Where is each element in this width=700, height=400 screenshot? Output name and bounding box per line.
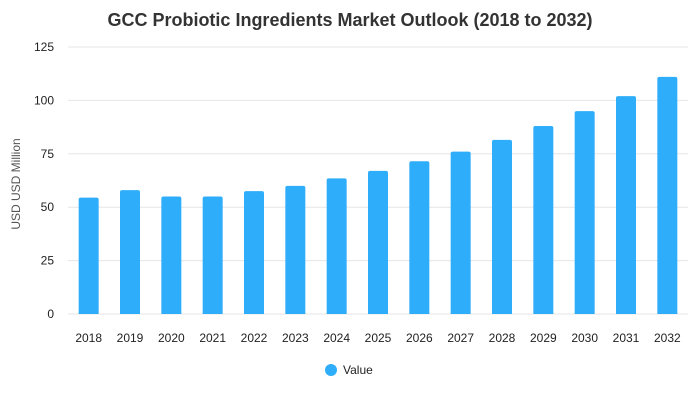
x-tick-label: 2018 (75, 331, 102, 345)
x-tick-label: 2022 (241, 331, 268, 345)
bars (78, 76, 678, 315)
bar-2031[interactable] (616, 96, 636, 315)
bar-2019[interactable] (120, 190, 140, 314)
y-tick-label: 0 (47, 307, 54, 321)
y-axis-ticks: 0 25 50 75 100 125 (34, 40, 54, 321)
bar-2018[interactable] (78, 197, 99, 314)
y-tick-label: 125 (34, 40, 54, 54)
x-tick-label: 2030 (571, 331, 598, 345)
legend[interactable]: Value (325, 363, 373, 377)
x-tick-label: 2024 (323, 331, 350, 345)
bar-2029[interactable] (533, 126, 554, 314)
bar-2028[interactable] (492, 139, 512, 314)
bar-2023[interactable] (285, 185, 306, 314)
x-tick-label: 2029 (530, 331, 557, 345)
x-tick-label: 2020 (158, 331, 185, 345)
bar-2032[interactable] (657, 76, 678, 315)
legend-label-value: Value (343, 363, 373, 377)
x-tick-label: 2025 (365, 331, 392, 345)
bar-2022[interactable] (244, 191, 264, 314)
x-tick-label: 2031 (613, 331, 640, 345)
x-tick-label: 2027 (447, 331, 474, 345)
x-tick-label: 2019 (117, 331, 144, 345)
bar-2026[interactable] (409, 161, 430, 314)
x-tick-label: 2021 (199, 331, 226, 345)
y-tick-label: 100 (34, 93, 54, 107)
x-axis-ticks: 2018 2019 2020 2021 2022 2023 2024 2025 2026 2027… (75, 331, 681, 345)
chart-title: GCC Probiotic Ingredients Market Outlook… (107, 10, 592, 30)
y-axis-label: USD USD Million (9, 138, 23, 229)
bar-2024[interactable] (326, 178, 347, 314)
bar-2025[interactable] (368, 170, 388, 314)
y-tick-label: 50 (41, 200, 55, 214)
x-tick-label: 2023 (282, 331, 309, 345)
bar-2021[interactable] (202, 196, 223, 314)
x-tick-label: 2028 (489, 331, 516, 345)
y-tick-label: 25 (41, 254, 55, 268)
bar-2027[interactable] (450, 151, 471, 314)
bar-2030[interactable] (574, 111, 595, 314)
x-tick-label: 2026 (406, 331, 433, 345)
y-tick-label: 75 (41, 147, 55, 161)
legend-swatch-value (325, 364, 337, 376)
x-tick-label: 2032 (654, 331, 681, 345)
bar-2020[interactable] (161, 196, 182, 314)
